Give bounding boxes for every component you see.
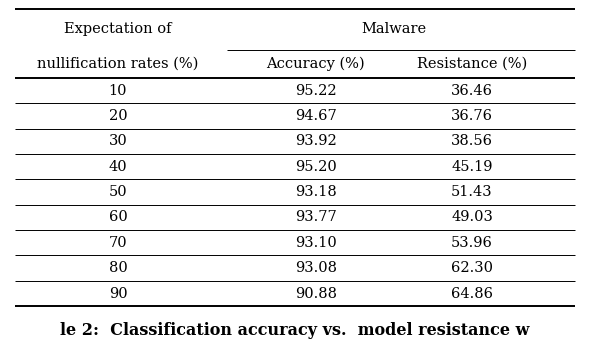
Text: 64.86: 64.86 <box>451 286 493 301</box>
Text: 70: 70 <box>109 236 127 250</box>
Text: Malware: Malware <box>361 22 427 36</box>
Text: 40: 40 <box>109 160 127 174</box>
Text: Accuracy (%): Accuracy (%) <box>266 57 365 71</box>
Text: 30: 30 <box>109 134 127 148</box>
Text: 49.03: 49.03 <box>451 210 493 225</box>
Text: 20: 20 <box>109 109 127 123</box>
Text: Expectation of: Expectation of <box>64 22 172 36</box>
Text: 93.08: 93.08 <box>294 261 337 275</box>
Text: 36.76: 36.76 <box>451 109 493 123</box>
Text: nullification rates (%): nullification rates (%) <box>37 57 199 71</box>
Text: 50: 50 <box>109 185 127 199</box>
Text: 93.92: 93.92 <box>295 134 336 148</box>
Text: 62.30: 62.30 <box>451 261 493 275</box>
Text: 94.67: 94.67 <box>295 109 336 123</box>
Text: 93.18: 93.18 <box>295 185 336 199</box>
Text: le 2:  Classification accuracy vs.  model resistance w: le 2: Classification accuracy vs. model … <box>60 322 530 339</box>
Text: 95.20: 95.20 <box>295 160 336 174</box>
Text: 10: 10 <box>109 83 127 98</box>
Text: 90: 90 <box>109 286 127 301</box>
Text: 80: 80 <box>109 261 127 275</box>
Text: 93.77: 93.77 <box>295 210 336 225</box>
Text: 95.22: 95.22 <box>295 83 336 98</box>
Text: 36.46: 36.46 <box>451 83 493 98</box>
Text: 93.10: 93.10 <box>295 236 336 250</box>
Text: 60: 60 <box>109 210 127 225</box>
Text: 53.96: 53.96 <box>451 236 493 250</box>
Text: Resistance (%): Resistance (%) <box>417 57 527 71</box>
Text: 38.56: 38.56 <box>451 134 493 148</box>
Text: 45.19: 45.19 <box>451 160 493 174</box>
Text: 90.88: 90.88 <box>294 286 337 301</box>
Text: 51.43: 51.43 <box>451 185 493 199</box>
